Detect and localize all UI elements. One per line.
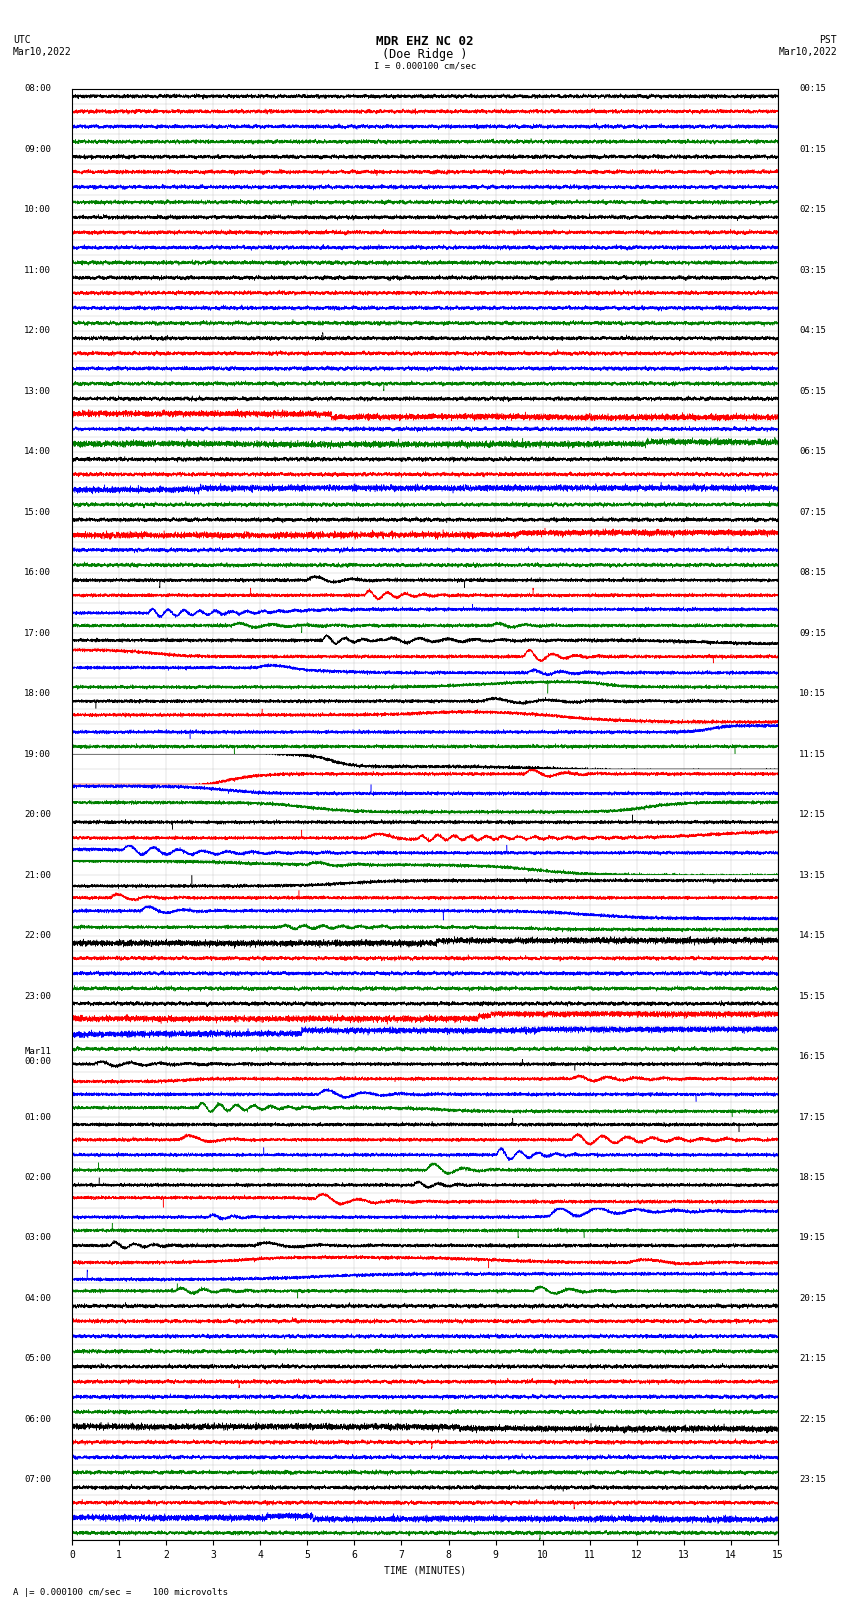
Text: 17:00: 17:00 [24, 629, 51, 637]
Text: 23:15: 23:15 [799, 1476, 826, 1484]
Text: MDR EHZ NC 02: MDR EHZ NC 02 [377, 35, 473, 48]
Text: 06:15: 06:15 [799, 447, 826, 456]
Text: PST
Mar10,2022: PST Mar10,2022 [779, 35, 837, 56]
Text: 22:00: 22:00 [24, 931, 51, 940]
Text: 18:00: 18:00 [24, 689, 51, 698]
Text: 16:00: 16:00 [24, 568, 51, 577]
Text: 12:15: 12:15 [799, 810, 826, 819]
Text: 03:00: 03:00 [24, 1234, 51, 1242]
Text: 15:15: 15:15 [799, 992, 826, 1000]
Text: 21:00: 21:00 [24, 871, 51, 879]
Text: 14:00: 14:00 [24, 447, 51, 456]
Text: 04:15: 04:15 [799, 326, 826, 336]
Text: 06:00: 06:00 [24, 1415, 51, 1424]
Text: 00:15: 00:15 [799, 84, 826, 94]
Text: 20:00: 20:00 [24, 810, 51, 819]
Text: 23:00: 23:00 [24, 992, 51, 1000]
Text: 10:15: 10:15 [799, 689, 826, 698]
Text: 12:00: 12:00 [24, 326, 51, 336]
Text: 22:15: 22:15 [799, 1415, 826, 1424]
Text: 03:15: 03:15 [799, 266, 826, 274]
Text: A |= 0.000100 cm/sec =    100 microvolts: A |= 0.000100 cm/sec = 100 microvolts [13, 1587, 228, 1597]
Text: 10:00: 10:00 [24, 205, 51, 215]
Text: 19:15: 19:15 [799, 1234, 826, 1242]
Text: 16:15: 16:15 [799, 1052, 826, 1061]
Text: 05:00: 05:00 [24, 1355, 51, 1363]
Text: 08:00: 08:00 [24, 84, 51, 94]
Text: 07:00: 07:00 [24, 1476, 51, 1484]
Text: 17:15: 17:15 [799, 1113, 826, 1121]
Text: 09:15: 09:15 [799, 629, 826, 637]
Text: I = 0.000100 cm/sec: I = 0.000100 cm/sec [374, 61, 476, 71]
X-axis label: TIME (MINUTES): TIME (MINUTES) [384, 1566, 466, 1576]
Text: 13:00: 13:00 [24, 387, 51, 395]
Text: (Doe Ridge ): (Doe Ridge ) [382, 48, 468, 61]
Text: 01:15: 01:15 [799, 145, 826, 153]
Text: 11:00: 11:00 [24, 266, 51, 274]
Text: 19:00: 19:00 [24, 750, 51, 758]
Text: 15:00: 15:00 [24, 508, 51, 516]
Text: 07:15: 07:15 [799, 508, 826, 516]
Text: 08:15: 08:15 [799, 568, 826, 577]
Text: 02:15: 02:15 [799, 205, 826, 215]
Text: Mar11
00:00: Mar11 00:00 [24, 1047, 51, 1066]
Text: UTC
Mar10,2022: UTC Mar10,2022 [13, 35, 71, 56]
Text: 04:00: 04:00 [24, 1294, 51, 1303]
Text: 20:15: 20:15 [799, 1294, 826, 1303]
Text: 18:15: 18:15 [799, 1173, 826, 1182]
Text: 09:00: 09:00 [24, 145, 51, 153]
Text: 21:15: 21:15 [799, 1355, 826, 1363]
Text: 01:00: 01:00 [24, 1113, 51, 1121]
Text: 05:15: 05:15 [799, 387, 826, 395]
Text: 02:00: 02:00 [24, 1173, 51, 1182]
Text: 14:15: 14:15 [799, 931, 826, 940]
Text: 11:15: 11:15 [799, 750, 826, 758]
Text: 13:15: 13:15 [799, 871, 826, 879]
